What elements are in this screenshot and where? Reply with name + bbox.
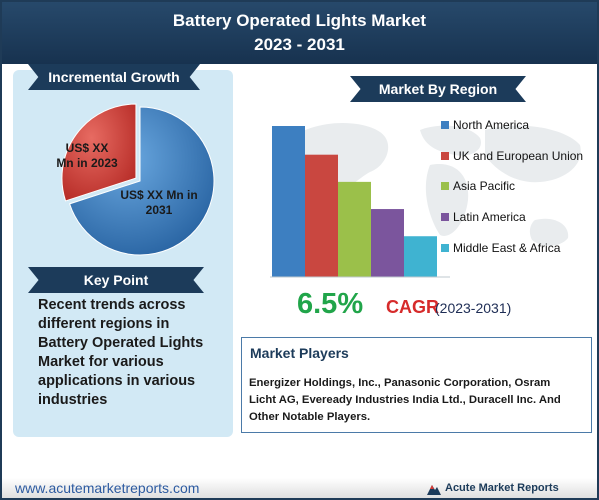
key-point-heading: Key Point xyxy=(28,267,204,293)
legend-label: Latin America xyxy=(453,210,526,224)
page-subtitle-years: 2023 - 2031 xyxy=(254,35,345,54)
pie-slice-2031 xyxy=(68,106,215,256)
key-point-line: Market for various xyxy=(38,354,164,370)
bar-middle-east-africa xyxy=(404,236,437,277)
cagr-period: (2023-2031) xyxy=(435,300,512,316)
bar-asia-pacific xyxy=(338,181,371,277)
legend-swatch xyxy=(441,213,449,221)
key-point-text: Recent trends across different regions i… xyxy=(38,296,222,410)
key-point-line: Recent trends across xyxy=(38,297,186,313)
incremental-growth-pie xyxy=(61,103,215,256)
market-players-line: Licht AG, Eveready Industries India Ltd.… xyxy=(249,394,561,406)
incremental-growth-heading: Incremental Growth xyxy=(28,64,200,90)
legend-label: UK and European Union xyxy=(453,149,584,163)
market-by-region-heading: Market By Region xyxy=(350,76,526,102)
website-link[interactable]: www.acutemarketreports.com xyxy=(15,480,200,496)
legend-swatch xyxy=(441,244,449,252)
market-players-line: Other Notable Players. xyxy=(249,411,371,423)
pie-label-2023: US$ XX Mn in 2023 xyxy=(56,141,118,170)
title-banner: Battery Operated Lights Market 2023 - 20… xyxy=(2,2,597,64)
legend-label: Asia Pacific xyxy=(453,179,516,193)
bar-north-america xyxy=(272,126,305,277)
cagr-value: 6.5% xyxy=(297,288,364,320)
brand-name: Acute Market Reports xyxy=(445,482,559,494)
bar-latin-america xyxy=(371,209,404,277)
key-point-line: Battery Operated Lights xyxy=(38,335,204,351)
legend-label: Middle East & Africa xyxy=(453,241,561,255)
market-by-region-bar-chart xyxy=(270,126,450,278)
pie-label-2031: US$ XX Mn in 2031 xyxy=(120,188,198,217)
key-point-line: industries xyxy=(38,392,108,408)
pie-slice-2023 xyxy=(61,103,137,202)
page-title: Battery Operated Lights Market xyxy=(172,11,427,30)
market-players-text: Energizer Holdings, Inc., Panasonic Corp… xyxy=(249,375,585,426)
market-players-box: Market Players Energizer Holdings, Inc.,… xyxy=(241,337,592,433)
brand-logo-icon xyxy=(427,485,441,495)
bar-uk-and-european-union xyxy=(305,154,338,277)
bar-series xyxy=(272,126,437,277)
market-players-heading: Market Players xyxy=(250,345,349,361)
legend-swatch xyxy=(441,152,449,160)
legend-swatch xyxy=(441,121,449,129)
market-players-line: Energizer Holdings, Inc., Panasonic Corp… xyxy=(249,377,551,389)
cagr-label: CAGR xyxy=(386,297,439,317)
pie-slices xyxy=(61,103,215,256)
cagr-callout: 6.5% CAGR (2023-2031) xyxy=(292,288,562,320)
legend-swatch xyxy=(441,182,449,190)
legend-label: North America xyxy=(453,118,530,132)
key-point-line: different regions in xyxy=(38,316,170,332)
footer-bar: www.acutemarketreports.com Acute Market … xyxy=(2,478,597,498)
key-point-line: applications in various xyxy=(38,373,196,389)
